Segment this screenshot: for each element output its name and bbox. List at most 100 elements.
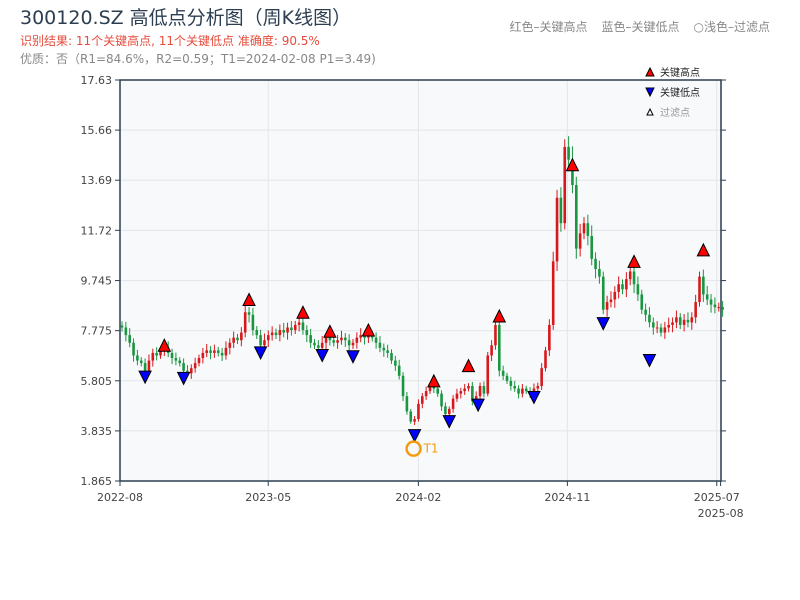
candle-body: [447, 408, 451, 414]
candle-body: [390, 352, 393, 361]
candle-body: [216, 350, 220, 353]
candle-body: [713, 304, 717, 308]
candle-body: [628, 271, 632, 280]
candle-body: [655, 327, 659, 329]
legend-red-note: 红色–关键高点: [509, 20, 588, 34]
y-tick-label: 15.66: [81, 124, 113, 137]
candle-body: [324, 337, 328, 343]
candle-body: [601, 276, 605, 310]
candle-body: [267, 335, 270, 341]
candle-body: [609, 299, 613, 303]
candle-body: [332, 340, 336, 343]
candle-body: [613, 291, 617, 300]
candle-body: [663, 327, 667, 333]
candle-body: [536, 385, 540, 389]
candle-body: [290, 327, 293, 331]
candle-body: [205, 350, 208, 353]
candle-body: [586, 223, 590, 236]
legend-filtered-note: ○浅色–过滤点: [693, 20, 770, 34]
candle-body: [490, 345, 493, 356]
candle-body: [582, 223, 586, 234]
candle-body: [159, 350, 162, 356]
key-low-marker: [138, 370, 152, 385]
candle-body: [648, 314, 651, 323]
candle-body: [428, 385, 432, 392]
plot-frame: [119, 79, 722, 482]
candle-body: [417, 403, 420, 420]
candle-body: [555, 197, 559, 262]
candle-body: [282, 330, 285, 333]
candle-body: [459, 391, 463, 394]
candle-body: [386, 350, 389, 353]
candle-body: [401, 375, 405, 397]
candle-body: [498, 324, 501, 371]
x-tick-label: 2023-05: [245, 491, 291, 504]
candle-body: [578, 233, 582, 249]
candle-body: [143, 363, 147, 371]
candle-body: [240, 332, 243, 341]
candle-body: [567, 146, 570, 160]
candle-body: [201, 352, 205, 359]
candle-body: [571, 159, 574, 186]
candle-body: [274, 332, 278, 336]
candle-body: [136, 355, 139, 361]
candle-body: [313, 342, 316, 346]
legend-label: 关键高点: [660, 66, 700, 79]
candle-body: [124, 327, 128, 336]
x-tick-label: 2024-11: [544, 491, 590, 504]
candle-body: [625, 279, 628, 290]
candle-body: [232, 337, 235, 343]
key-low-marker: [642, 354, 657, 368]
candle-body: [551, 261, 555, 325]
candle-body: [286, 327, 289, 333]
y-tick-label: 11.72: [81, 224, 113, 237]
key-low-marker: [176, 371, 191, 386]
candle-body: [444, 406, 447, 414]
candle-body: [590, 235, 593, 259]
legend-label: 过滤点: [660, 106, 690, 119]
candle-body: [197, 358, 201, 364]
key-high-marker: [696, 242, 711, 257]
legend-filtered-icon: [646, 107, 654, 116]
candle-body: [721, 307, 724, 310]
t1-label: T1: [423, 442, 439, 456]
y-tick-label: 9.745: [81, 275, 113, 288]
candle-body: [397, 365, 401, 376]
legend-blue-note: 蓝色–关键低点: [601, 20, 680, 34]
key-high-marker: [492, 308, 507, 323]
quality-summary: 优质：否（R1=84.6%，R2=0.59；T1=2024-02-08 P1=3…: [20, 52, 376, 66]
candle-body: [559, 197, 563, 224]
candle-body: [652, 322, 655, 328]
candle-body: [120, 325, 124, 328]
key-high-marker: [157, 338, 172, 352]
candle-body: [359, 335, 362, 338]
candle-body: [247, 312, 251, 315]
candle-body: [717, 307, 721, 309]
candle-body: [270, 332, 274, 336]
candle-body: [659, 327, 663, 333]
t1-marker: [405, 440, 422, 457]
candle-body: [544, 350, 547, 369]
candle-body: [255, 330, 259, 336]
key-high-marker: [361, 322, 376, 337]
candle-body: [301, 322, 305, 331]
candle-body: [347, 340, 351, 346]
candle-body: [478, 385, 482, 397]
candle-body: [405, 396, 409, 412]
y-tick-label: 13.69: [81, 174, 113, 187]
key-high-marker: [461, 358, 476, 373]
legend-high-icon: [645, 66, 655, 77]
candle-body: [421, 396, 424, 404]
candle-body: [471, 385, 474, 402]
candle-body: [155, 352, 158, 356]
candle-body: [494, 324, 497, 346]
x-tick-label: 2025-07: [694, 491, 740, 504]
candle-body: [440, 393, 443, 407]
key-high-marker: [323, 324, 337, 338]
candle-body: [436, 388, 439, 394]
key-low-marker: [253, 346, 268, 361]
candle-body: [524, 388, 528, 392]
candle-body: [340, 337, 343, 341]
key-low-marker: [442, 415, 457, 429]
candle-body: [621, 284, 624, 290]
